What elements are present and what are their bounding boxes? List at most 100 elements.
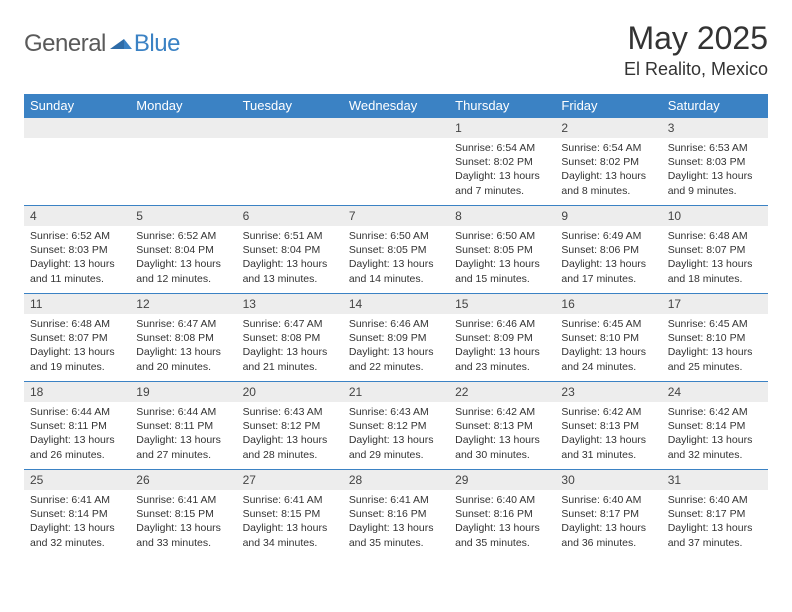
day-number: 30 [555,470,661,490]
daylight-text: Daylight: 13 hours and 15 minutes. [455,257,549,285]
daylight-text: Daylight: 13 hours and 9 minutes. [668,169,762,197]
sunset-text: Sunset: 8:06 PM [561,243,655,257]
day-number: 3 [662,118,768,138]
day-content: Sunrise: 6:47 AMSunset: 8:08 PMDaylight:… [237,314,343,380]
sunrise-text: Sunrise: 6:46 AM [455,317,549,331]
sunset-text: Sunset: 8:08 PM [136,331,230,345]
day-content: Sunrise: 6:52 AMSunset: 8:03 PMDaylight:… [24,226,130,292]
sunrise-text: Sunrise: 6:45 AM [668,317,762,331]
sunset-text: Sunset: 8:14 PM [30,507,124,521]
day-content: Sunrise: 6:50 AMSunset: 8:05 PMDaylight:… [343,226,449,292]
day-number [237,118,343,138]
day-number: 14 [343,294,449,314]
weekday-header: Saturday [662,94,768,118]
sunset-text: Sunset: 8:04 PM [136,243,230,257]
daylight-text: Daylight: 13 hours and 35 minutes. [349,521,443,549]
sunset-text: Sunset: 8:17 PM [668,507,762,521]
daylight-text: Daylight: 13 hours and 18 minutes. [668,257,762,285]
daylight-text: Daylight: 13 hours and 32 minutes. [30,521,124,549]
daylight-text: Daylight: 13 hours and 29 minutes. [349,433,443,461]
day-content: Sunrise: 6:41 AMSunset: 8:15 PMDaylight:… [237,490,343,556]
day-content: Sunrise: 6:45 AMSunset: 8:10 PMDaylight:… [662,314,768,380]
sunset-text: Sunset: 8:13 PM [561,419,655,433]
sunrise-text: Sunrise: 6:41 AM [349,493,443,507]
day-number: 22 [449,382,555,402]
title-block: May 2025 El Realito, Mexico [624,20,768,80]
logo: General Blue [24,30,180,58]
sunset-text: Sunset: 8:02 PM [561,155,655,169]
calendar-cell: 26Sunrise: 6:41 AMSunset: 8:15 PMDayligh… [130,470,236,558]
day-content: Sunrise: 6:40 AMSunset: 8:17 PMDaylight:… [555,490,661,556]
day-number [130,118,236,138]
sunset-text: Sunset: 8:08 PM [243,331,337,345]
sunrise-text: Sunrise: 6:54 AM [455,141,549,155]
daylight-text: Daylight: 13 hours and 13 minutes. [243,257,337,285]
day-number: 13 [237,294,343,314]
day-number: 18 [24,382,130,402]
calendar-cell: 30Sunrise: 6:40 AMSunset: 8:17 PMDayligh… [555,470,661,558]
sunset-text: Sunset: 8:12 PM [349,419,443,433]
day-content: Sunrise: 6:49 AMSunset: 8:06 PMDaylight:… [555,226,661,292]
day-content: Sunrise: 6:41 AMSunset: 8:14 PMDaylight:… [24,490,130,556]
day-number: 8 [449,206,555,226]
daylight-text: Daylight: 13 hours and 14 minutes. [349,257,443,285]
day-content: Sunrise: 6:43 AMSunset: 8:12 PMDaylight:… [237,402,343,468]
day-content: Sunrise: 6:44 AMSunset: 8:11 PMDaylight:… [24,402,130,468]
day-number: 2 [555,118,661,138]
calendar-row: 4Sunrise: 6:52 AMSunset: 8:03 PMDaylight… [24,206,768,294]
day-number: 4 [24,206,130,226]
day-number: 27 [237,470,343,490]
calendar-cell: 25Sunrise: 6:41 AMSunset: 8:14 PMDayligh… [24,470,130,558]
daylight-text: Daylight: 13 hours and 17 minutes. [561,257,655,285]
day-content: Sunrise: 6:46 AMSunset: 8:09 PMDaylight:… [343,314,449,380]
daylight-text: Daylight: 13 hours and 30 minutes. [455,433,549,461]
day-number: 16 [555,294,661,314]
daylight-text: Daylight: 13 hours and 25 minutes. [668,345,762,373]
sunrise-text: Sunrise: 6:42 AM [668,405,762,419]
day-content: Sunrise: 6:47 AMSunset: 8:08 PMDaylight:… [130,314,236,380]
sunset-text: Sunset: 8:04 PM [243,243,337,257]
sunrise-text: Sunrise: 6:42 AM [561,405,655,419]
daylight-text: Daylight: 13 hours and 33 minutes. [136,521,230,549]
calendar-cell: 24Sunrise: 6:42 AMSunset: 8:14 PMDayligh… [662,382,768,470]
calendar-cell: 28Sunrise: 6:41 AMSunset: 8:16 PMDayligh… [343,470,449,558]
daylight-text: Daylight: 13 hours and 27 minutes. [136,433,230,461]
calendar-cell: 15Sunrise: 6:46 AMSunset: 8:09 PMDayligh… [449,294,555,382]
calendar-row: 11Sunrise: 6:48 AMSunset: 8:07 PMDayligh… [24,294,768,382]
day-content: Sunrise: 6:48 AMSunset: 8:07 PMDaylight:… [24,314,130,380]
daylight-text: Daylight: 13 hours and 19 minutes. [30,345,124,373]
calendar-row: 25Sunrise: 6:41 AMSunset: 8:14 PMDayligh… [24,470,768,558]
day-number: 17 [662,294,768,314]
day-content: Sunrise: 6:53 AMSunset: 8:03 PMDaylight:… [662,138,768,204]
sunset-text: Sunset: 8:13 PM [455,419,549,433]
calendar-row: 18Sunrise: 6:44 AMSunset: 8:11 PMDayligh… [24,382,768,470]
sunrise-text: Sunrise: 6:48 AM [30,317,124,331]
calendar-cell: 29Sunrise: 6:40 AMSunset: 8:16 PMDayligh… [449,470,555,558]
logo-text-general: General [24,30,106,58]
sunrise-text: Sunrise: 6:43 AM [243,405,337,419]
calendar-cell: 13Sunrise: 6:47 AMSunset: 8:08 PMDayligh… [237,294,343,382]
day-content: Sunrise: 6:41 AMSunset: 8:15 PMDaylight:… [130,490,236,556]
daylight-text: Daylight: 13 hours and 11 minutes. [30,257,124,285]
day-content: Sunrise: 6:43 AMSunset: 8:12 PMDaylight:… [343,402,449,468]
sunrise-text: Sunrise: 6:50 AM [455,229,549,243]
day-number: 26 [130,470,236,490]
sunset-text: Sunset: 8:09 PM [349,331,443,345]
day-content: Sunrise: 6:48 AMSunset: 8:07 PMDaylight:… [662,226,768,292]
daylight-text: Daylight: 13 hours and 35 minutes. [455,521,549,549]
day-number: 31 [662,470,768,490]
daylight-text: Daylight: 13 hours and 28 minutes. [243,433,337,461]
calendar-cell [237,118,343,206]
day-content: Sunrise: 6:52 AMSunset: 8:04 PMDaylight:… [130,226,236,292]
daylight-text: Daylight: 13 hours and 26 minutes. [30,433,124,461]
sunrise-text: Sunrise: 6:41 AM [243,493,337,507]
sunrise-text: Sunrise: 6:40 AM [668,493,762,507]
day-number [343,118,449,138]
daylight-text: Daylight: 13 hours and 34 minutes. [243,521,337,549]
sunset-text: Sunset: 8:03 PM [668,155,762,169]
calendar-cell: 21Sunrise: 6:43 AMSunset: 8:12 PMDayligh… [343,382,449,470]
day-content: Sunrise: 6:42 AMSunset: 8:14 PMDaylight:… [662,402,768,468]
day-number: 7 [343,206,449,226]
sunset-text: Sunset: 8:03 PM [30,243,124,257]
day-content: Sunrise: 6:44 AMSunset: 8:11 PMDaylight:… [130,402,236,468]
